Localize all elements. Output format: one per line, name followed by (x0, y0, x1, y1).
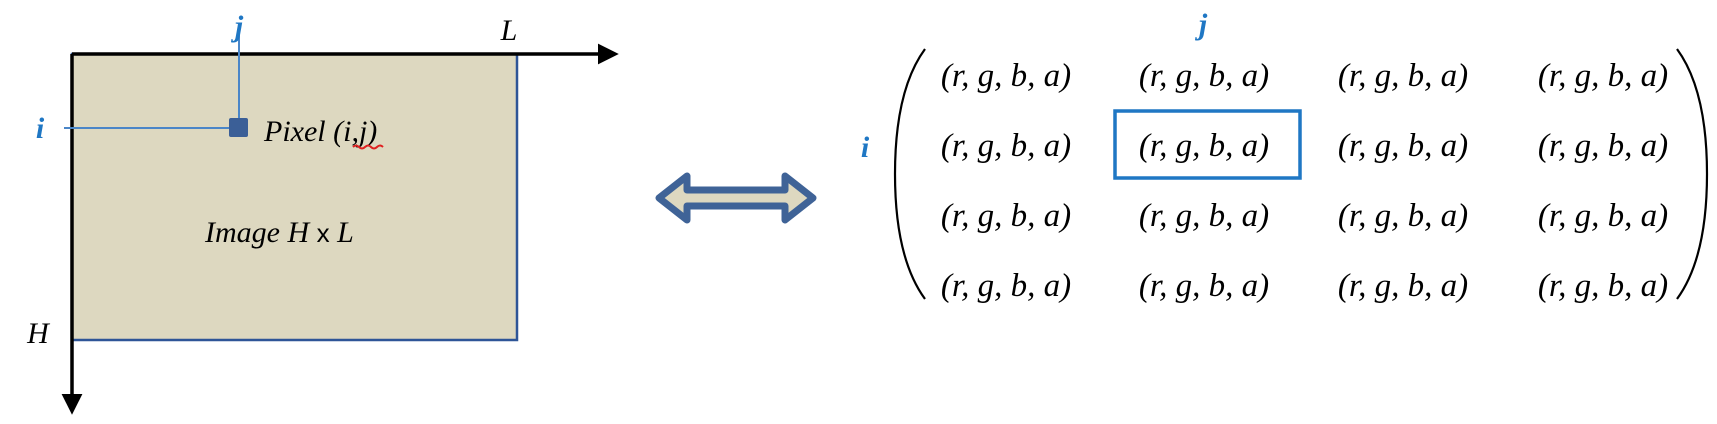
matrix-col-label: j (1195, 8, 1208, 41)
selected-cell-highlight (1113, 109, 1302, 180)
width-label: L (500, 14, 518, 47)
double-headed-arrow-icon (655, 172, 817, 224)
spellcheck-underline (352, 144, 384, 150)
matrix-cell: (r, g, b, a) (1338, 198, 1468, 234)
matrix-cells: (r, g, b, a) (r, g, b, a) (r, g, b, a) (r, … (941, 58, 1668, 304)
matrix-row-label: i (861, 131, 870, 164)
matrix-cell: (r, g, b, a) (1139, 58, 1269, 94)
pixel-matrix: j i (r, g, b, a) (r, g, b, a) (r, g, b, a)… (861, 8, 1709, 304)
matrix-right-bracket (1676, 48, 1709, 300)
matrix-cell: (r, g, b, a) (1338, 58, 1468, 94)
row-index-label: i (36, 112, 45, 145)
matrix-cell: (r, g, b, a) (941, 58, 1071, 94)
col-index-label: j (231, 10, 244, 43)
matrix-cell: (r, g, b, a) (1538, 58, 1668, 94)
matrix-cell: (r, g, b, a) (1139, 128, 1269, 164)
matrix-cell: (r, g, b, a) (1338, 128, 1468, 164)
image-label: Image H x L (204, 216, 354, 249)
image-label-times: x (317, 218, 330, 248)
matrix-cell: (r, g, b, a) (1538, 128, 1668, 164)
height-label: H (26, 317, 51, 350)
matrix-cell: (r, g, b, a) (1538, 198, 1668, 234)
pixel-label: Pixel (i,j) (263, 115, 377, 148)
image-panel: j i L H Pixel (i,j) Image H x L (26, 10, 619, 415)
image-label-prefix: Image H (204, 216, 317, 249)
matrix-cell: (r, g, b, a) (1139, 198, 1269, 234)
matrix-cell: (r, g, b, a) (941, 128, 1071, 164)
image-label-suffix: L (330, 216, 354, 249)
image-rectangle (70, 52, 519, 342)
pixel-square (229, 118, 248, 137)
matrix-cell: (r, g, b, a) (1338, 268, 1468, 304)
matrix-cell: (r, g, b, a) (1139, 268, 1269, 304)
matrix-cell: (r, g, b, a) (1538, 268, 1668, 304)
matrix-left-bracket (893, 48, 926, 300)
matrix-cell: (r, g, b, a) (941, 268, 1071, 304)
matrix-cell: (r, g, b, a) (941, 198, 1071, 234)
